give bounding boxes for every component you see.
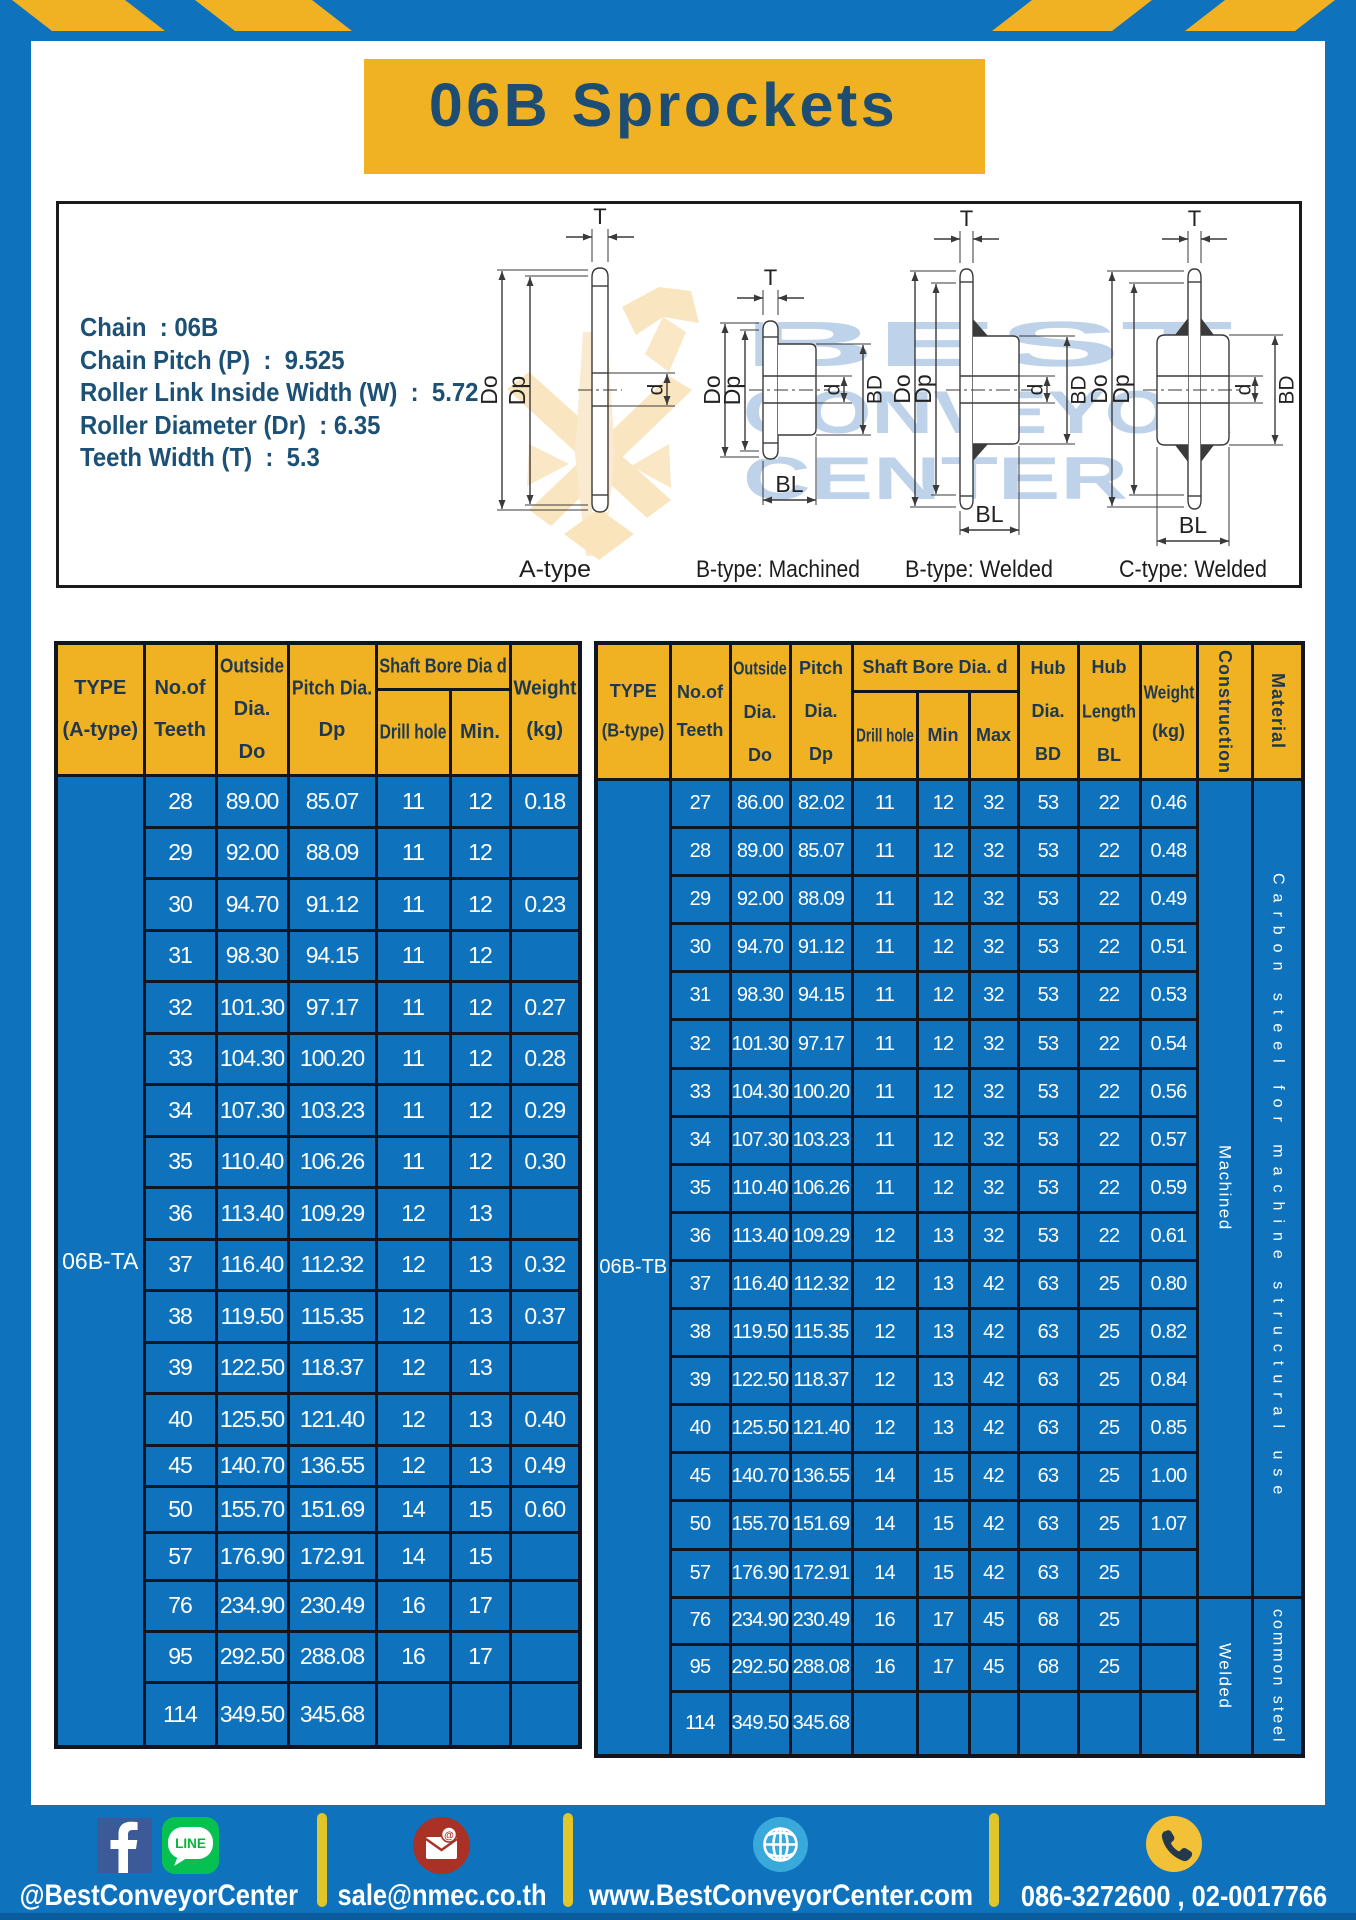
svg-text:LINE: LINE xyxy=(175,1836,206,1851)
svg-text:B-type: Machined: B-type: Machined xyxy=(696,556,860,583)
svg-text:BD: BD xyxy=(864,375,887,404)
svg-text:BD: BD xyxy=(1068,375,1091,404)
svg-text:Do: Do xyxy=(889,374,915,403)
svg-text:Dp: Dp xyxy=(504,376,530,405)
svg-text:BL: BL xyxy=(975,501,1003,527)
svg-text:Do: Do xyxy=(1086,374,1112,403)
svg-text:d: d xyxy=(1233,384,1256,396)
svg-text:Dp: Dp xyxy=(910,374,936,403)
svg-text:BD: BD xyxy=(1276,375,1299,404)
svg-text:A-type: A-type xyxy=(519,556,591,583)
svg-text:T: T xyxy=(764,265,777,290)
svg-text:d: d xyxy=(822,384,845,396)
svg-text:Dp: Dp xyxy=(1108,374,1134,403)
svg-text:BL: BL xyxy=(1179,512,1207,538)
svg-text:T: T xyxy=(593,204,606,229)
svg-text:@: @ xyxy=(444,1831,454,1842)
svg-text:T: T xyxy=(960,206,973,231)
svg-text:Do: Do xyxy=(699,375,725,404)
svg-text:Dp: Dp xyxy=(719,376,745,405)
svg-text:B-type: Welded: B-type: Welded xyxy=(905,556,1053,583)
svg-text:Do: Do xyxy=(476,375,502,404)
svg-text:C-type: Welded: C-type: Welded xyxy=(1119,556,1267,583)
svg-text:BL: BL xyxy=(775,471,803,497)
svg-text:T: T xyxy=(1188,206,1201,231)
svg-text:d: d xyxy=(645,384,668,396)
svg-text:d: d xyxy=(1025,384,1048,396)
